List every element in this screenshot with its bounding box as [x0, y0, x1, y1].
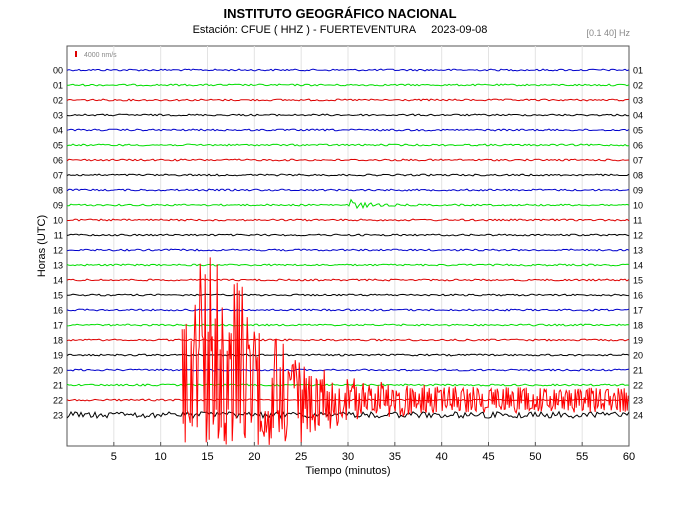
scale-label: 4000 nm/s — [84, 52, 117, 59]
trace-hour-19 — [66, 353, 630, 357]
hour-label-left: 16 — [53, 306, 63, 316]
x-tick-label: 60 — [623, 451, 635, 463]
x-tick-label: 55 — [576, 451, 588, 463]
x-tick-label: 10 — [155, 451, 167, 463]
hour-label-left: 22 — [53, 396, 63, 406]
hour-label-right: 09 — [633, 186, 643, 196]
hour-label-left: 02 — [53, 96, 63, 106]
trace-hour-05 — [66, 143, 630, 147]
hour-label-left: 23 — [53, 411, 63, 421]
trace-hour-01 — [66, 83, 630, 87]
scale-legend: 4000 nm/s — [75, 51, 117, 59]
hour-label-right: 22 — [633, 381, 643, 391]
earthquake-trace — [181, 257, 629, 445]
hour-label-left: 17 — [53, 321, 63, 331]
hour-label-left: 04 — [53, 126, 63, 136]
hour-label-left: 05 — [53, 141, 63, 151]
hour-label-left: 00 — [53, 66, 63, 76]
filter-label: [0.1 40] Hz — [586, 28, 630, 38]
y-axis-label: Horas (UTC) — [36, 215, 48, 277]
trace-hour-13 — [66, 263, 630, 267]
trace-hour-18 — [66, 338, 630, 342]
hour-label-right: 03 — [633, 96, 643, 106]
hour-label-right: 04 — [633, 111, 643, 121]
x-tick-label: 25 — [295, 451, 307, 463]
axes: 00 01 01 02 02 03 03 04 04 05 05 06 06 07 07 08 08 09 09 10… — [53, 66, 643, 464]
hour-label-right: 15 — [633, 276, 643, 286]
x-axis-label: Tiempo (minutos) — [305, 465, 390, 477]
hour-label-left: 13 — [53, 261, 63, 271]
hour-label-left: 07 — [53, 171, 63, 181]
x-tick-label: 45 — [482, 451, 494, 463]
trace-hour-23 — [66, 410, 630, 420]
trace-hour-00 — [66, 68, 630, 72]
hour-label-left: 08 — [53, 186, 63, 196]
hour-label-left: 10 — [53, 216, 63, 226]
hour-label-left: 01 — [53, 81, 63, 91]
hour-label-right: 08 — [633, 171, 643, 181]
x-tick-label: 5 — [111, 451, 117, 463]
hour-label-right: 12 — [633, 231, 643, 241]
hour-label-right: 05 — [633, 126, 643, 136]
x-tick-label: 30 — [342, 451, 354, 463]
trace-hour-09 — [67, 198, 630, 210]
trace-hour-14 — [66, 278, 630, 282]
scale-bar — [75, 51, 77, 57]
trace-hour-16 — [66, 308, 630, 312]
trace-hour-12 — [66, 248, 630, 252]
hour-label-left: 03 — [53, 111, 63, 121]
hour-label-right: 01 — [633, 66, 643, 76]
hour-label-right: 23 — [633, 396, 643, 406]
date-label: 2023-09-08 — [431, 24, 488, 36]
x-tick-label: 20 — [248, 451, 260, 463]
x-tick-label: 35 — [389, 451, 401, 463]
station-label: Estación: CFUE ( HHZ ) - FUERTEVENTURA — [192, 24, 417, 36]
hour-label-right: 21 — [633, 366, 643, 376]
hour-label-right: 17 — [633, 306, 643, 316]
trace-hour-04 — [66, 128, 630, 132]
hour-label-left: 12 — [53, 246, 63, 256]
hour-label-right: 13 — [633, 246, 643, 256]
hour-label-right: 18 — [633, 321, 643, 331]
hour-label-right: 16 — [633, 291, 643, 301]
hour-label-right: 20 — [633, 351, 643, 361]
trace-hour-20 — [66, 368, 630, 372]
earthquake-waveform — [181, 257, 629, 445]
trace-hour-03 — [66, 113, 630, 117]
hour-label-left: 18 — [53, 336, 63, 346]
hour-label-right: 24 — [633, 411, 643, 421]
trace-hour-11 — [66, 233, 630, 237]
hour-label-left: 09 — [53, 201, 63, 211]
trace-hour-07 — [66, 173, 630, 177]
hour-label-right: 10 — [633, 201, 643, 211]
x-tick-label: 50 — [529, 451, 541, 463]
hour-label-right: 19 — [633, 336, 643, 346]
hour-label-left: 19 — [53, 351, 63, 361]
hour-label-left: 14 — [53, 276, 63, 286]
hour-label-left: 15 — [53, 291, 63, 301]
hour-label-right: 07 — [633, 156, 643, 166]
x-tick-label: 40 — [436, 451, 448, 463]
trace-hour-22 — [66, 398, 630, 402]
trace-hour-08 — [66, 188, 630, 192]
station-subtitle: Estación: CFUE ( HHZ ) - FUERTEVENTURA 2… — [0, 24, 680, 36]
hour-label-left: 06 — [53, 156, 63, 166]
trace-hour-15 — [67, 293, 630, 297]
hour-label-left: 11 — [54, 231, 63, 241]
page-title: INSTITUTO GEOGRÁFICO NACIONAL — [223, 6, 457, 21]
hour-label-right: 14 — [633, 261, 643, 271]
hour-label-right: 06 — [633, 141, 643, 151]
hour-label-right: 11 — [633, 216, 642, 226]
hour-label-left: 20 — [53, 366, 63, 376]
trace-hour-10 — [67, 218, 630, 222]
hour-label-right: 02 — [633, 81, 643, 91]
traces — [66, 68, 630, 420]
trace-hour-06 — [66, 158, 630, 162]
trace-hour-17 — [66, 323, 630, 327]
x-tick-label: 15 — [201, 451, 213, 463]
trace-hour-02 — [66, 98, 630, 102]
hour-label-left: 21 — [53, 381, 63, 391]
